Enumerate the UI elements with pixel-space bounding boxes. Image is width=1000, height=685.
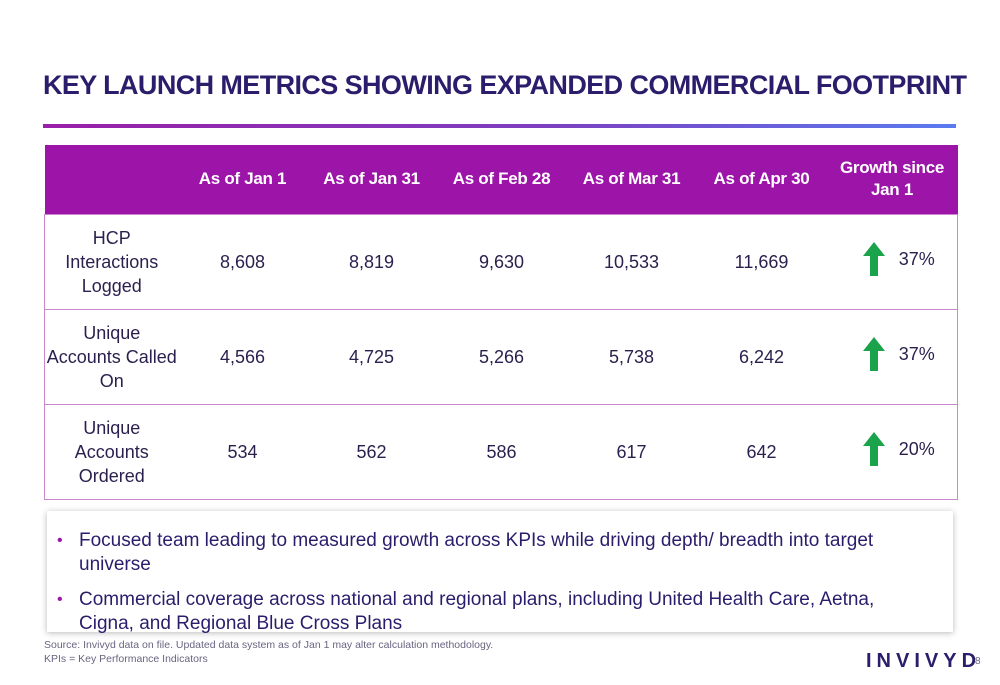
key-points-box: • Focused team leading to measured growth… [47,511,953,634]
growth-cell: 20% [826,403,958,499]
kpi-footnote: KPIs = Key Performance Indicators [44,653,208,665]
table-cell: 8,819 [306,213,437,309]
up-arrow-icon [862,431,885,466]
bullet-text: Focused team leading to measured growth … [79,530,874,575]
table-cell: 10,533 [566,213,697,309]
title-divider [43,124,956,128]
row-label: Unique Accounts Called On [44,308,179,404]
bullet-item: • Commercial coverage across national and… [57,588,933,636]
table-cell: 586 [436,403,567,499]
header-cell: As of Mar 31 [582,169,681,189]
growth-value: 37% [898,248,935,269]
source-footnote: Source: Invivyd data on file. Updated da… [44,639,494,651]
growth-value: 37% [898,343,935,364]
metrics-table: As of Jan 1 As of Jan 31 As of Feb 28 As… [44,145,958,500]
table-cell: 6,242 [696,308,827,404]
bullet-text: Commercial coverage across national and … [79,589,875,634]
table-cell: 642 [696,403,827,499]
table-row: Unique Accounts Ordered 534 562 586 617 … [44,403,958,499]
table-cell: 562 [306,403,437,499]
table-cell: 8,608 [178,213,307,309]
table-cell: 617 [566,403,697,499]
table-cell: 5,266 [436,308,567,404]
table-cell: 9,630 [436,213,567,309]
row-label: Unique Accounts Ordered [44,403,179,499]
growth-cell: 37% [826,213,958,309]
table-cell: 4,566 [178,308,307,404]
growth-value: 20% [898,438,935,459]
up-arrow-icon [862,241,885,276]
table-row: HCP Interactions Logged 8,608 8,819 9,63… [44,213,958,309]
table-cell: 534 [178,403,307,499]
bullet-item: • Focused team leading to measured growth… [57,529,933,577]
table-cell: 5,738 [566,308,697,404]
header-cell: As of Apr 30 [713,169,810,189]
bullet-icon: • [57,532,63,549]
header-cell-empty [45,145,179,214]
table-row: Unique Accounts Called On 4,566 4,725 5,… [44,308,958,404]
page-title: KEY LAUNCH METRICS SHOWING EXPANDED COMM… [43,70,967,100]
header-cell: As of Jan 31 [323,169,420,189]
table-cell: 11,669 [696,213,827,309]
table-header-row: As of Jan 1 As of Jan 31 As of Feb 28 As… [44,145,958,214]
bullet-list: • Focused team leading to measured growth… [47,511,953,636]
page-number: 8 [975,656,981,667]
header-cell-growth: Growth since Jan 1 [839,158,945,200]
table-cell: 4,725 [306,308,437,404]
up-arrow-icon [862,336,885,371]
company-logo: INVIVYD [866,650,982,672]
growth-cell: 37% [826,308,958,404]
header-cell: As of Jan 1 [198,169,287,189]
bullet-icon: • [57,591,63,608]
header-cell: As of Feb 28 [452,169,551,189]
row-label: HCP Interactions Logged [44,213,179,309]
